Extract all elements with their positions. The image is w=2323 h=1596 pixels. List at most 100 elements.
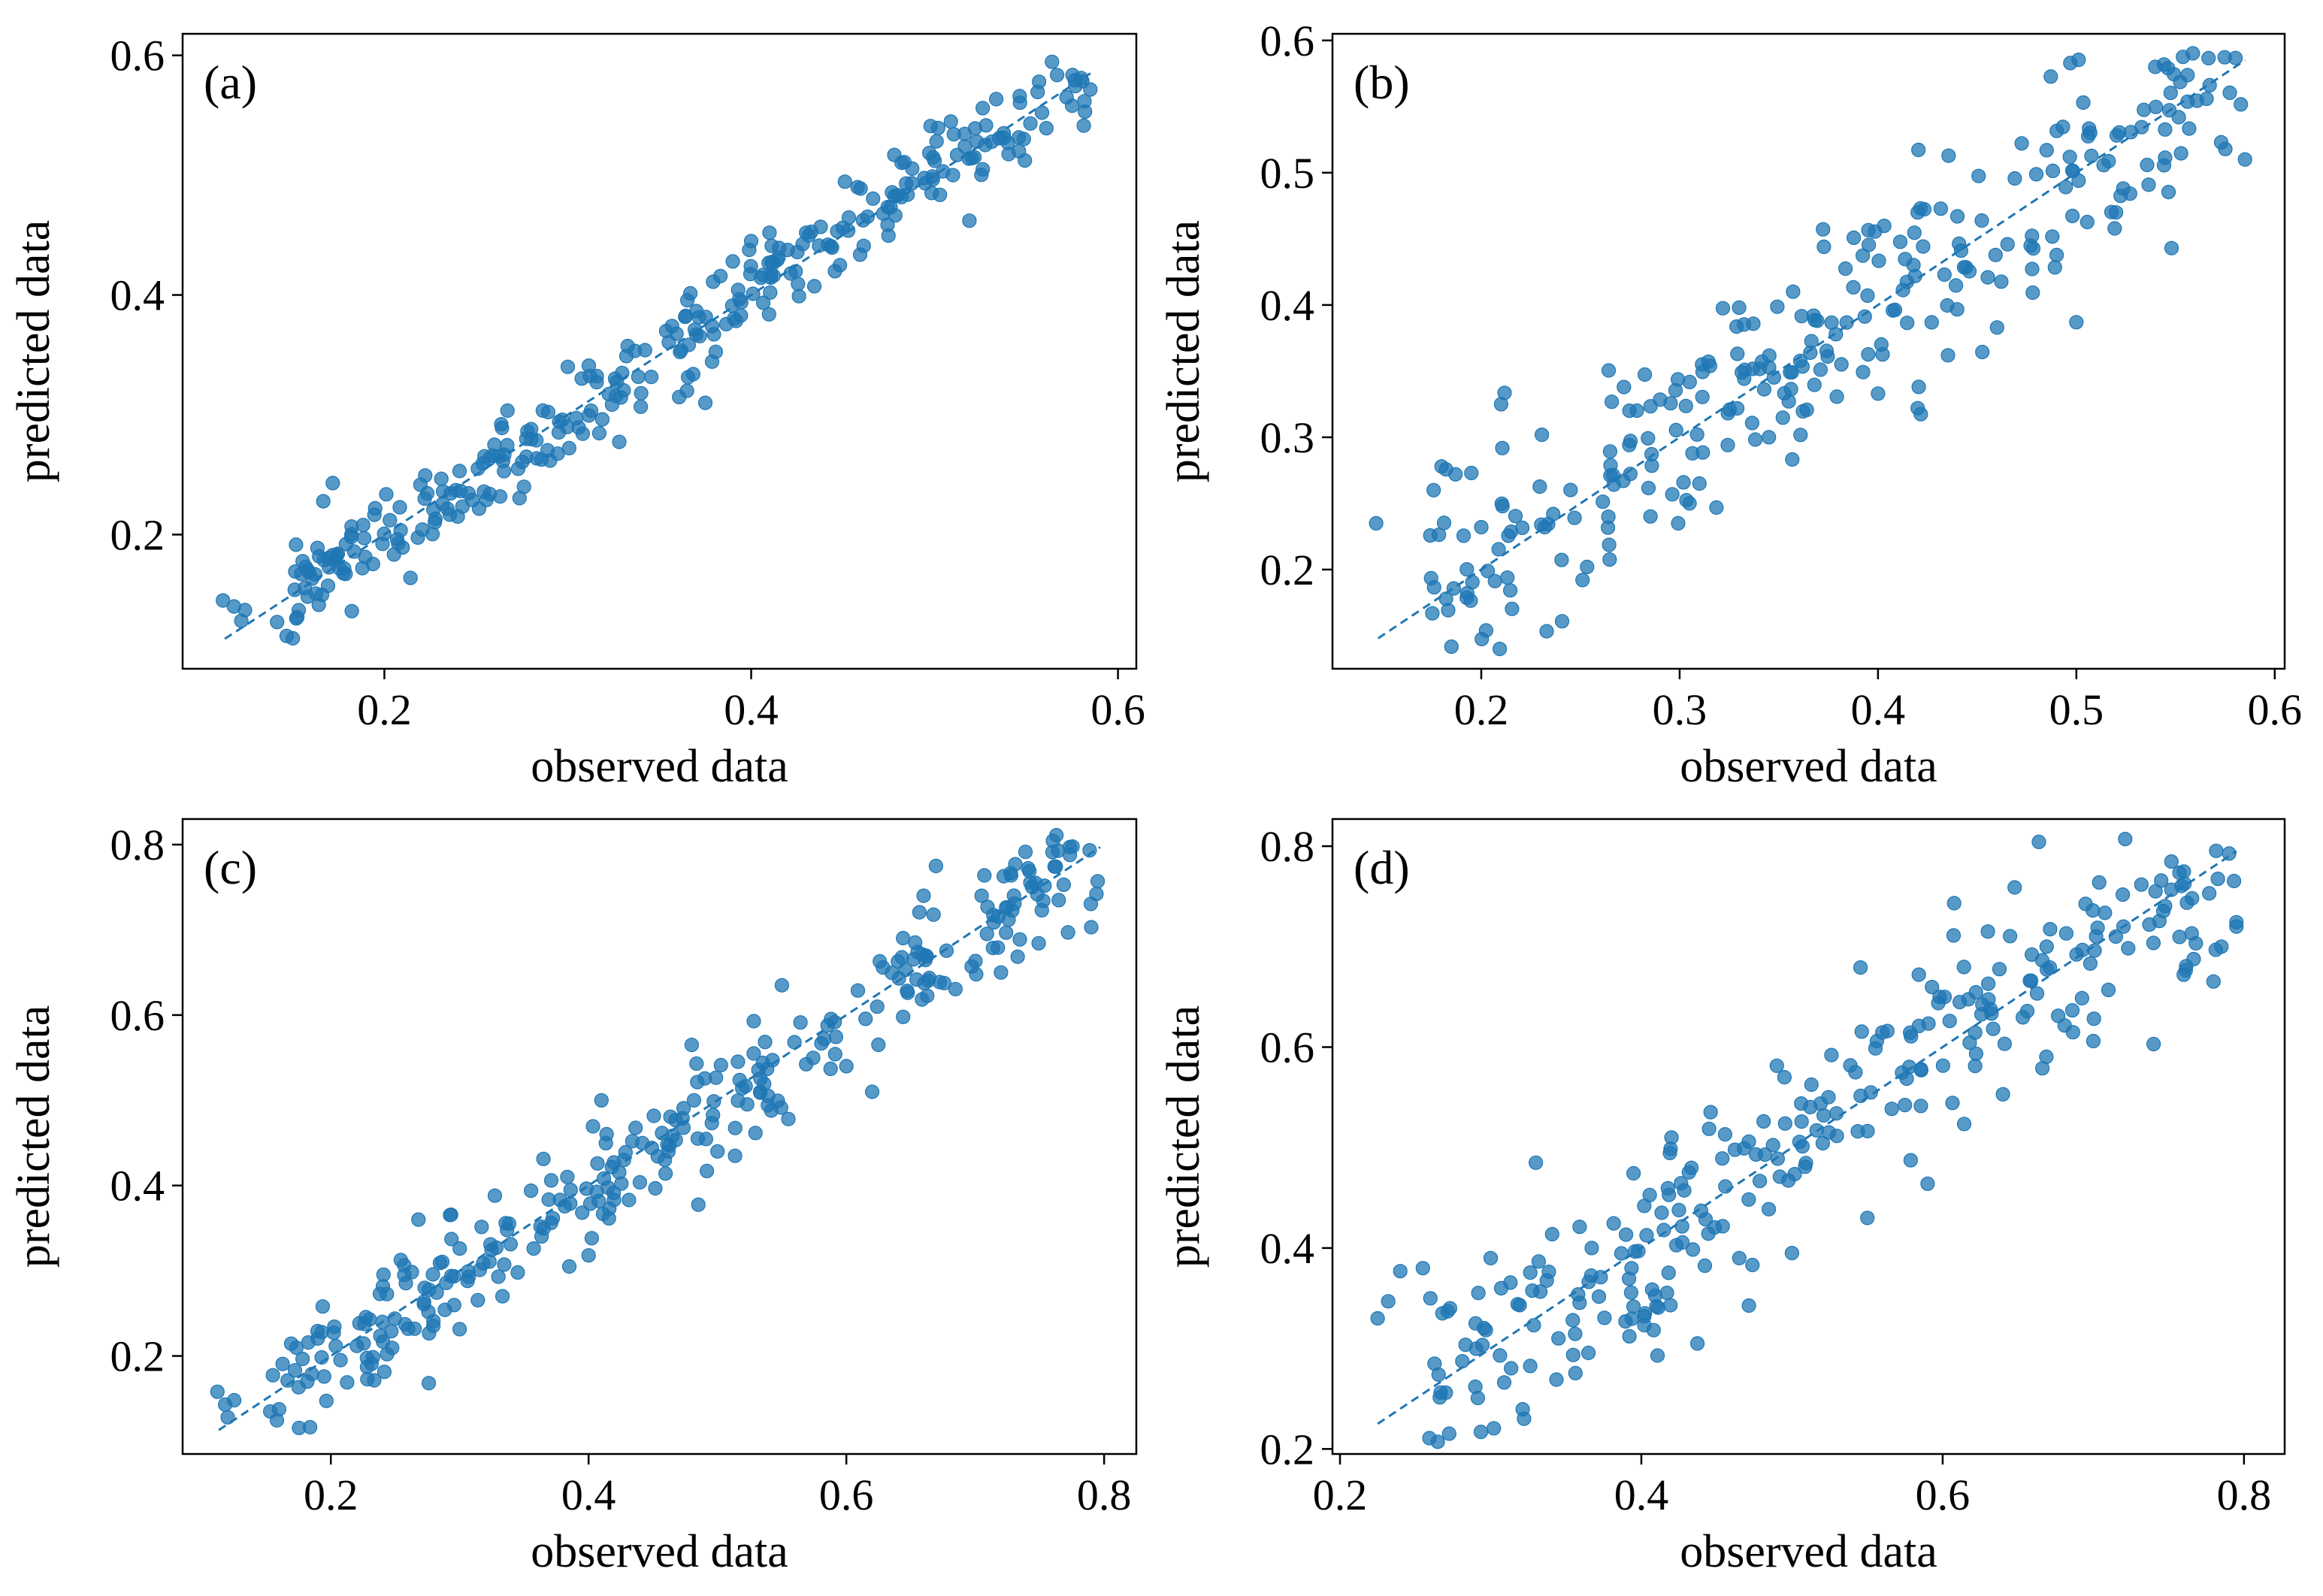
data-point [2137,102,2152,117]
data-point [386,547,401,562]
data-point [550,446,565,461]
data-point [1659,1285,1674,1301]
data-point [2039,939,2054,954]
y-tick-label: 0.4 [1260,1224,1315,1273]
data-point [1986,1021,2001,1036]
data-point [434,471,449,486]
data-point [648,1180,663,1196]
data-point [2086,1011,2101,1026]
data-point [628,1120,643,1135]
data-point [763,285,778,300]
data-point [1464,465,1479,481]
data-point [1503,1275,1518,1290]
data-point [1913,407,1928,422]
data-point [1497,385,1512,401]
data-point [994,965,1009,980]
data-point [2228,50,2243,65]
x-axis-label: observed data [531,1526,788,1577]
data-point [1949,209,1965,224]
data-point [871,1037,886,1053]
data-point [1899,1071,1914,1087]
data-point [1676,475,1691,490]
data-point [1956,1117,1972,1132]
data-point [1624,1261,1639,1276]
data-point [2186,951,2201,967]
data-point [1816,222,1831,237]
data-point [602,1201,617,1217]
data-point [1637,1309,1652,1324]
panel-label: (d) [1354,841,1410,894]
data-point [560,1169,575,1184]
data-point [1968,984,1983,1000]
data-point [1665,487,1680,502]
data-point [2154,873,2169,888]
data-point [2184,926,2199,941]
data-point [773,1100,788,1115]
data-point [946,127,961,142]
data-point [492,489,508,504]
data-point [1549,1372,1564,1387]
data-point [1065,839,1080,854]
data-point [1846,280,1861,295]
reference-line [1377,850,2237,1425]
x-tick-label: 0.3 [1653,685,1707,734]
data-point [1393,1264,1408,1279]
data-point [1661,1265,1676,1280]
data-point [1783,382,1798,397]
data-point [1995,1087,2010,1102]
data-point [2025,285,2040,301]
data-point [1898,1097,1913,1113]
data-point [2034,953,2049,968]
data-point [2163,85,2178,101]
reference-line [218,846,1101,1431]
data-point [1886,303,1901,318]
data-point [1505,601,1520,616]
data-point [1686,1242,1701,1257]
data-point [1031,936,1046,951]
data-point [1871,253,1886,268]
data-point [434,1254,450,1269]
data-point [2104,204,2119,219]
data-point [1671,515,1686,531]
data-point [1036,893,1051,908]
data-point [686,1093,702,1108]
data-point [2134,877,2149,892]
data-point [440,501,455,516]
x-tick-label: 0.2 [357,685,412,734]
data-point [2098,905,2113,920]
data-point [1483,1250,1499,1265]
data-point [2201,50,2216,66]
y-tick-label: 0.4 [110,1162,165,1211]
data-point [310,1331,325,1346]
data-point [2182,121,2197,136]
x-tick-label: 0.6 [2248,685,2303,734]
data-point [1508,509,1523,524]
data-point [443,1207,458,1223]
data-point [1581,1345,1596,1361]
data-point [1992,962,2007,977]
data-point [1568,1365,1583,1381]
data-point [1512,1298,1527,1313]
data-point [2086,1033,2101,1049]
data-point [2210,871,2225,887]
data-point [2101,982,2116,998]
data-point [265,1368,280,1383]
data-point [1892,234,1908,249]
data-point [1697,1258,1713,1274]
data-point [2121,941,2136,956]
data-point [594,1093,609,1108]
data-point [1076,118,1091,133]
axes-frame [181,32,1138,670]
data-point [1605,394,1620,410]
data-point [1433,1385,1448,1400]
data-point [1523,1265,1538,1280]
data-point [2084,148,2099,164]
data-point [2078,896,2093,911]
data-point [1968,1058,1983,1074]
data-point [710,1144,725,1159]
data-point [1941,148,1956,163]
data-point [1415,1261,1430,1276]
data-point [1981,976,1996,991]
data-point [1532,479,1547,494]
